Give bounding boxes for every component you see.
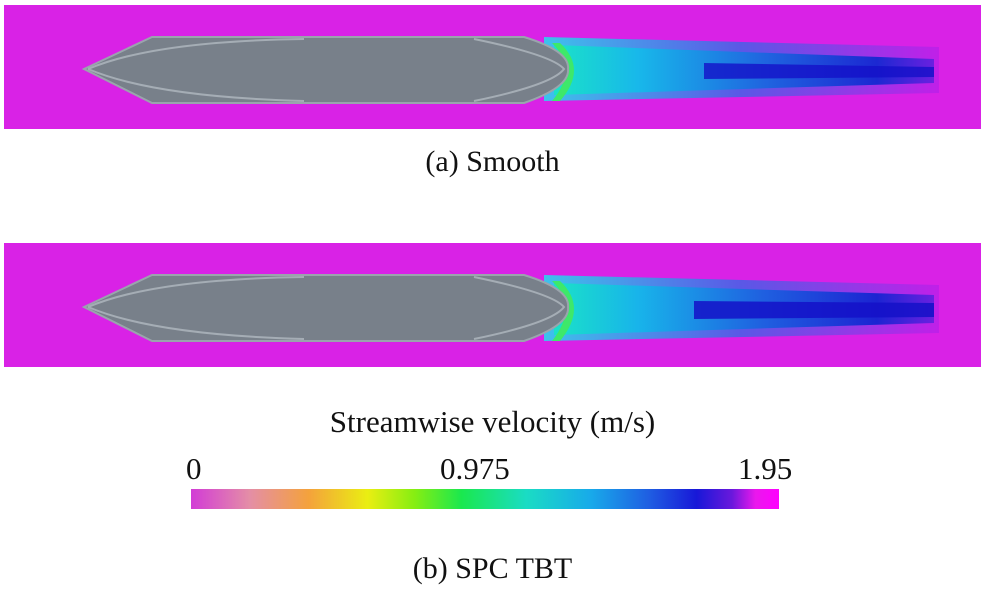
colorbar-mid-label: 0.975 xyxy=(440,451,510,486)
velocity-contour-smooth xyxy=(4,5,981,129)
caption-smooth: (a) Smooth xyxy=(425,145,560,178)
contour-plot-smooth xyxy=(4,5,981,129)
trailing-edge-band xyxy=(552,281,574,341)
colorbar-title: Streamwise velocity (m/s) xyxy=(329,404,656,439)
velocity-contour-spc-tbt xyxy=(4,243,981,367)
colorbar xyxy=(191,489,779,509)
colorbar-max-label: 1.95 xyxy=(738,451,793,486)
colorbar-min-label: 0 xyxy=(186,451,202,486)
hull-shape xyxy=(81,274,570,342)
caption-spc-tbt: (b) SPC TBT xyxy=(412,552,573,585)
contour-plot-spc-tbt xyxy=(4,243,981,367)
hull-shape xyxy=(81,36,570,104)
trailing-edge-band xyxy=(552,43,574,101)
